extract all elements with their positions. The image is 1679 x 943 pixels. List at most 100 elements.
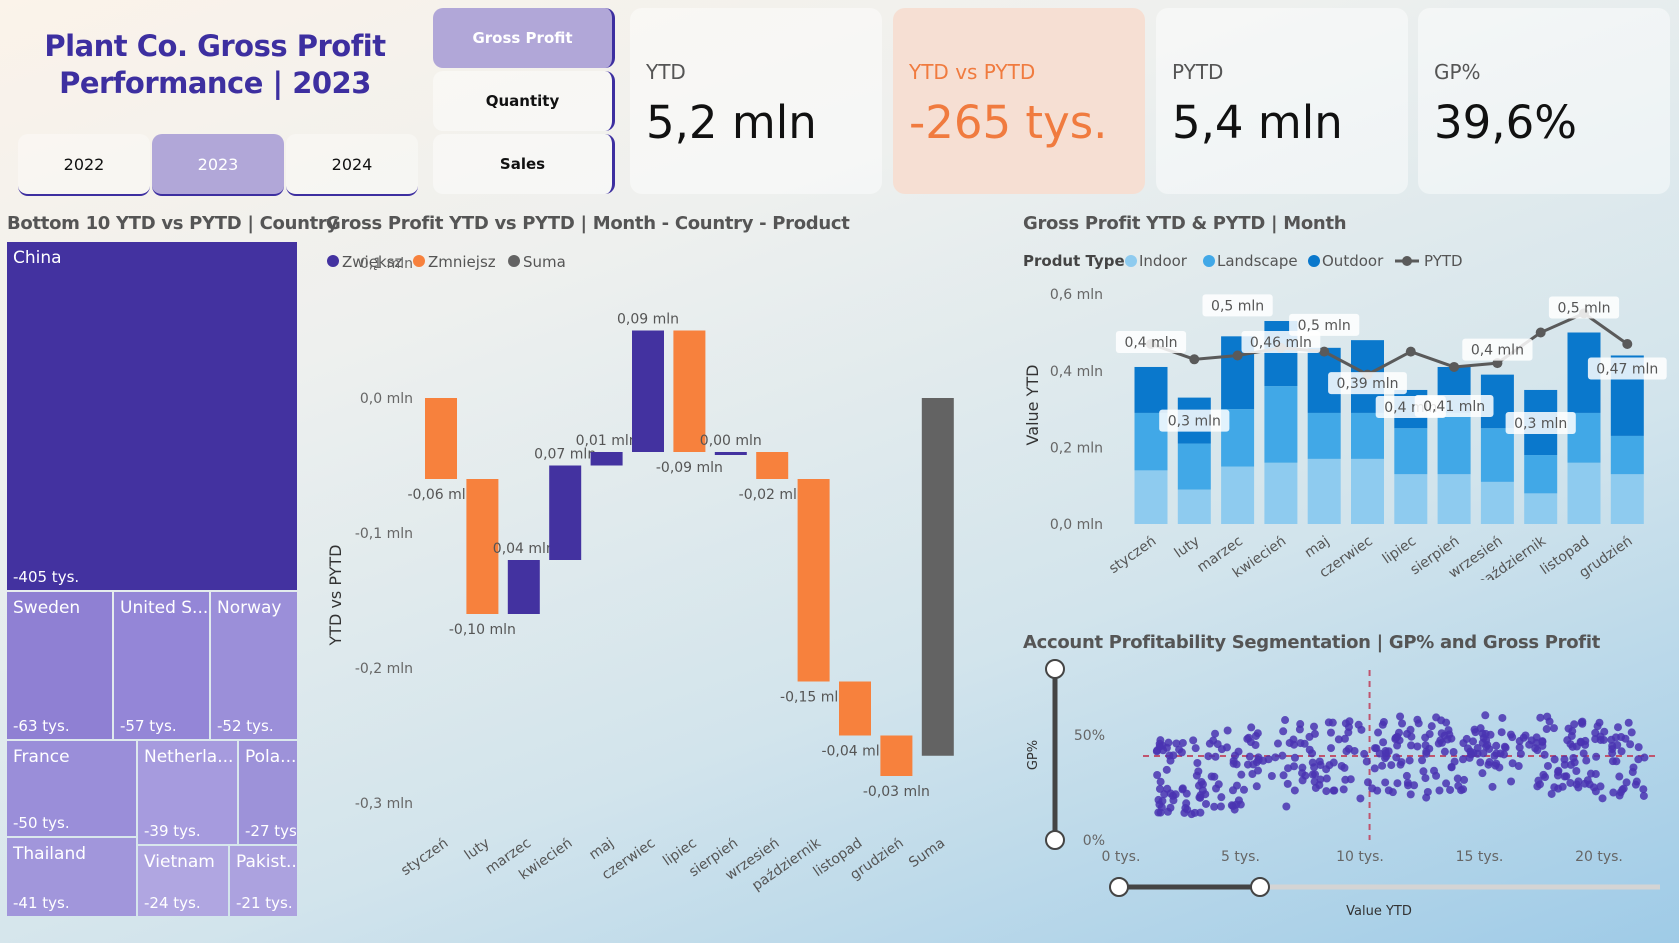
year-button-2024[interactable]: 2024 — [286, 134, 418, 196]
scatter-point — [1341, 775, 1350, 784]
data-label-bg — [1289, 313, 1360, 336]
treemap-tile-thailand[interactable]: Thailand -41 tys. — [7, 838, 136, 916]
x-axis-label: Value YTD — [1346, 904, 1412, 919]
pytd-point — [1405, 346, 1416, 357]
stacked-bar-segment — [1394, 428, 1428, 475]
stacked-bar-segment — [1221, 466, 1255, 524]
y-tick-label: 0,1 mln — [360, 256, 413, 272]
scatter-point — [1168, 791, 1177, 800]
metric-button-gross-profit[interactable]: Gross Profit — [433, 8, 615, 68]
scatter-point — [1563, 736, 1572, 745]
x-tick-label: luty — [462, 835, 493, 863]
data-label: 0,01 mln — [576, 433, 638, 449]
stacked-bar-segment — [1177, 489, 1211, 524]
scatter-point — [1279, 771, 1288, 780]
scatter-point — [1308, 749, 1317, 758]
waterfall-bar — [839, 681, 871, 736]
scatter-point — [1393, 741, 1402, 750]
scatter-point — [1398, 719, 1407, 728]
year-button-2022[interactable]: 2022 — [18, 134, 150, 196]
scatter-point — [1252, 782, 1261, 791]
treemap-tile-netherlands[interactable]: Netherla... -39 tys. — [138, 741, 237, 844]
scatter-point — [1593, 722, 1602, 731]
scatter-point — [1488, 782, 1497, 791]
pytd-point — [1319, 346, 1330, 357]
treemap-tile-france[interactable]: France -50 tys. — [7, 741, 136, 836]
treemap-tile-sweden[interactable]: Sweden -63 tys. — [7, 592, 112, 739]
x-tick-label: styczeń — [398, 835, 451, 879]
waterfall-bar — [714, 452, 747, 455]
treemap-tile-pakistan[interactable]: Pakist... -21 tys. — [230, 846, 297, 916]
scatter-point — [1192, 771, 1201, 780]
stacked-bar-segment — [1264, 386, 1298, 463]
scatter-point — [1310, 722, 1319, 731]
scatter-point — [1608, 741, 1617, 750]
y-tick-label: 0,0 mln — [1050, 517, 1103, 533]
waterfall-chart: Zwiększ Zmniejsz Suma 0,1 mln 0,0 mln -0,1 ml… — [326, 253, 954, 894]
scatter-point — [1613, 723, 1622, 732]
scatter-point — [1271, 753, 1280, 762]
treemap: China -405 tys. Sweden -63 tys. United S… — [7, 242, 298, 916]
scatter-point — [1629, 763, 1638, 772]
scatter-point — [1591, 770, 1600, 779]
scatter-point — [1442, 779, 1451, 788]
scatter-point — [1213, 740, 1222, 749]
data-label-bg — [1241, 331, 1321, 354]
x-tick-label: 0 tys. — [1102, 849, 1141, 865]
stacked-bar-segment — [1264, 462, 1298, 524]
scatter-point — [1547, 789, 1556, 798]
scatter-point — [1370, 764, 1379, 773]
metric-button-quantity[interactable]: Quantity — [433, 71, 615, 131]
treemap-tile-poland[interactable]: Pola... -27 tys. — [239, 741, 297, 844]
stacked-bar-segment — [1480, 428, 1514, 482]
y-axis-label: YTD vs PYTD — [326, 544, 345, 646]
legend-label: Zmniejsz — [428, 253, 496, 271]
stacked-bar-segment — [1567, 462, 1601, 524]
data-label: 0,5 mln — [1298, 318, 1351, 334]
scatter-point — [1232, 800, 1241, 809]
scatter-point — [1449, 748, 1458, 757]
scatter-point — [1290, 762, 1299, 771]
scatter-point — [1446, 785, 1455, 794]
metric-button-sales[interactable]: Sales — [433, 134, 615, 194]
scatter-point — [1285, 738, 1294, 747]
scatter-point — [1298, 769, 1307, 778]
scatter-point — [1182, 789, 1191, 798]
treemap-tile-china[interactable]: China -405 tys. — [7, 242, 297, 590]
stacked-bar-segment — [1610, 435, 1644, 475]
legend-marker — [1308, 255, 1320, 267]
treemap-tile-united-states[interactable]: United S... -57 tys. — [114, 592, 209, 739]
scatter-point — [1178, 738, 1187, 747]
stacked-bar-segment — [1351, 412, 1384, 459]
scatter-point — [1640, 753, 1649, 762]
page-title: Plant Co. Gross Profit Performance | 202… — [44, 29, 386, 100]
scatter-point — [1290, 753, 1299, 762]
scatter-point — [1539, 770, 1548, 779]
kpi-label: GP% — [1434, 60, 1481, 84]
scatter-point — [1639, 785, 1648, 794]
treemap-tile-norway[interactable]: Norway -52 tys. — [211, 592, 297, 739]
scatter-point — [1435, 786, 1444, 795]
scatter-chart: GP% 50% 0%0 tys. 5 tys. 10 tys. 15 tys. 20 tys… — [1026, 659, 1660, 919]
scatter-point — [1407, 741, 1416, 750]
scatter-point — [1290, 786, 1299, 795]
scatter-point — [1596, 732, 1605, 741]
scatter-point — [1273, 739, 1282, 748]
scatter-point — [1237, 770, 1246, 779]
treemap-tile-vietnam[interactable]: Vietnam -24 tys. — [138, 846, 228, 916]
scatter-point — [1326, 744, 1335, 753]
scatter-point — [1598, 794, 1607, 803]
year-button-2023[interactable]: 2023 — [152, 134, 284, 196]
scatter-point — [1624, 718, 1633, 727]
scatter-point — [1437, 716, 1446, 725]
y-tick-label: 0,6 mln — [1050, 287, 1103, 303]
legend-label: PYTD — [1424, 252, 1463, 270]
pytd-point — [1622, 338, 1633, 349]
data-label: -0,02 mln — [739, 487, 806, 503]
data-label: 0,3 mln — [1168, 414, 1221, 430]
scatter-point — [1165, 751, 1174, 760]
kpi-value: 5,4 mln — [1172, 96, 1343, 149]
scatter-point — [1626, 740, 1635, 749]
scatter-point — [1564, 724, 1573, 733]
scatter-point — [1162, 743, 1171, 752]
